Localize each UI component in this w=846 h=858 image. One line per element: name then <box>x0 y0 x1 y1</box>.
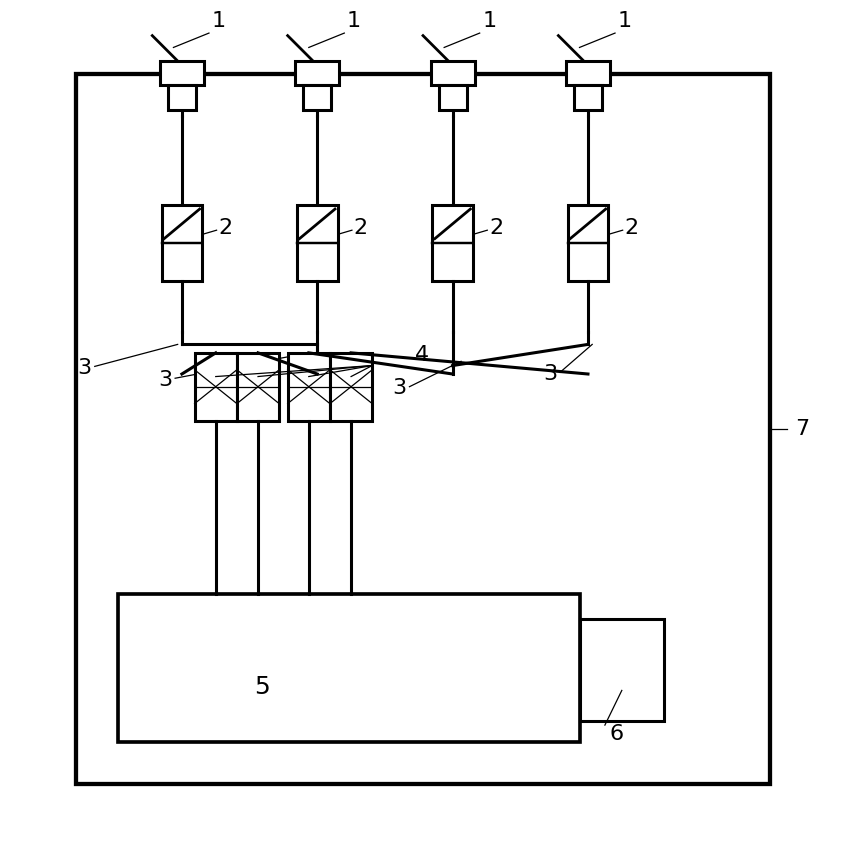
Text: 3: 3 <box>158 370 172 390</box>
Bar <box>118 594 580 742</box>
Text: 3: 3 <box>543 364 557 384</box>
Bar <box>237 353 279 420</box>
Text: 2: 2 <box>218 218 233 238</box>
Bar <box>288 353 330 420</box>
Bar <box>160 61 204 85</box>
Text: 5: 5 <box>255 675 270 699</box>
Text: 6: 6 <box>609 723 624 744</box>
Bar <box>162 205 202 281</box>
Bar <box>580 619 664 721</box>
Text: 1: 1 <box>618 10 632 31</box>
Bar <box>432 205 473 281</box>
Bar <box>431 61 475 85</box>
Bar <box>303 85 332 110</box>
Text: 2: 2 <box>354 218 368 238</box>
Text: 3: 3 <box>78 358 91 378</box>
Text: 7: 7 <box>795 419 810 439</box>
Text: 2: 2 <box>489 218 503 238</box>
Bar <box>568 205 608 281</box>
Bar <box>297 205 338 281</box>
Bar <box>566 61 610 85</box>
Text: 1: 1 <box>212 10 226 31</box>
Bar <box>439 85 467 110</box>
Bar <box>195 353 237 420</box>
Text: 1: 1 <box>482 10 497 31</box>
Text: 4: 4 <box>415 345 429 365</box>
Bar <box>76 74 770 784</box>
Text: 3: 3 <box>393 378 406 398</box>
Bar <box>330 353 372 420</box>
Bar <box>574 85 602 110</box>
Text: 2: 2 <box>624 218 639 238</box>
Bar <box>168 85 196 110</box>
Text: 1: 1 <box>347 10 361 31</box>
Bar <box>295 61 339 85</box>
